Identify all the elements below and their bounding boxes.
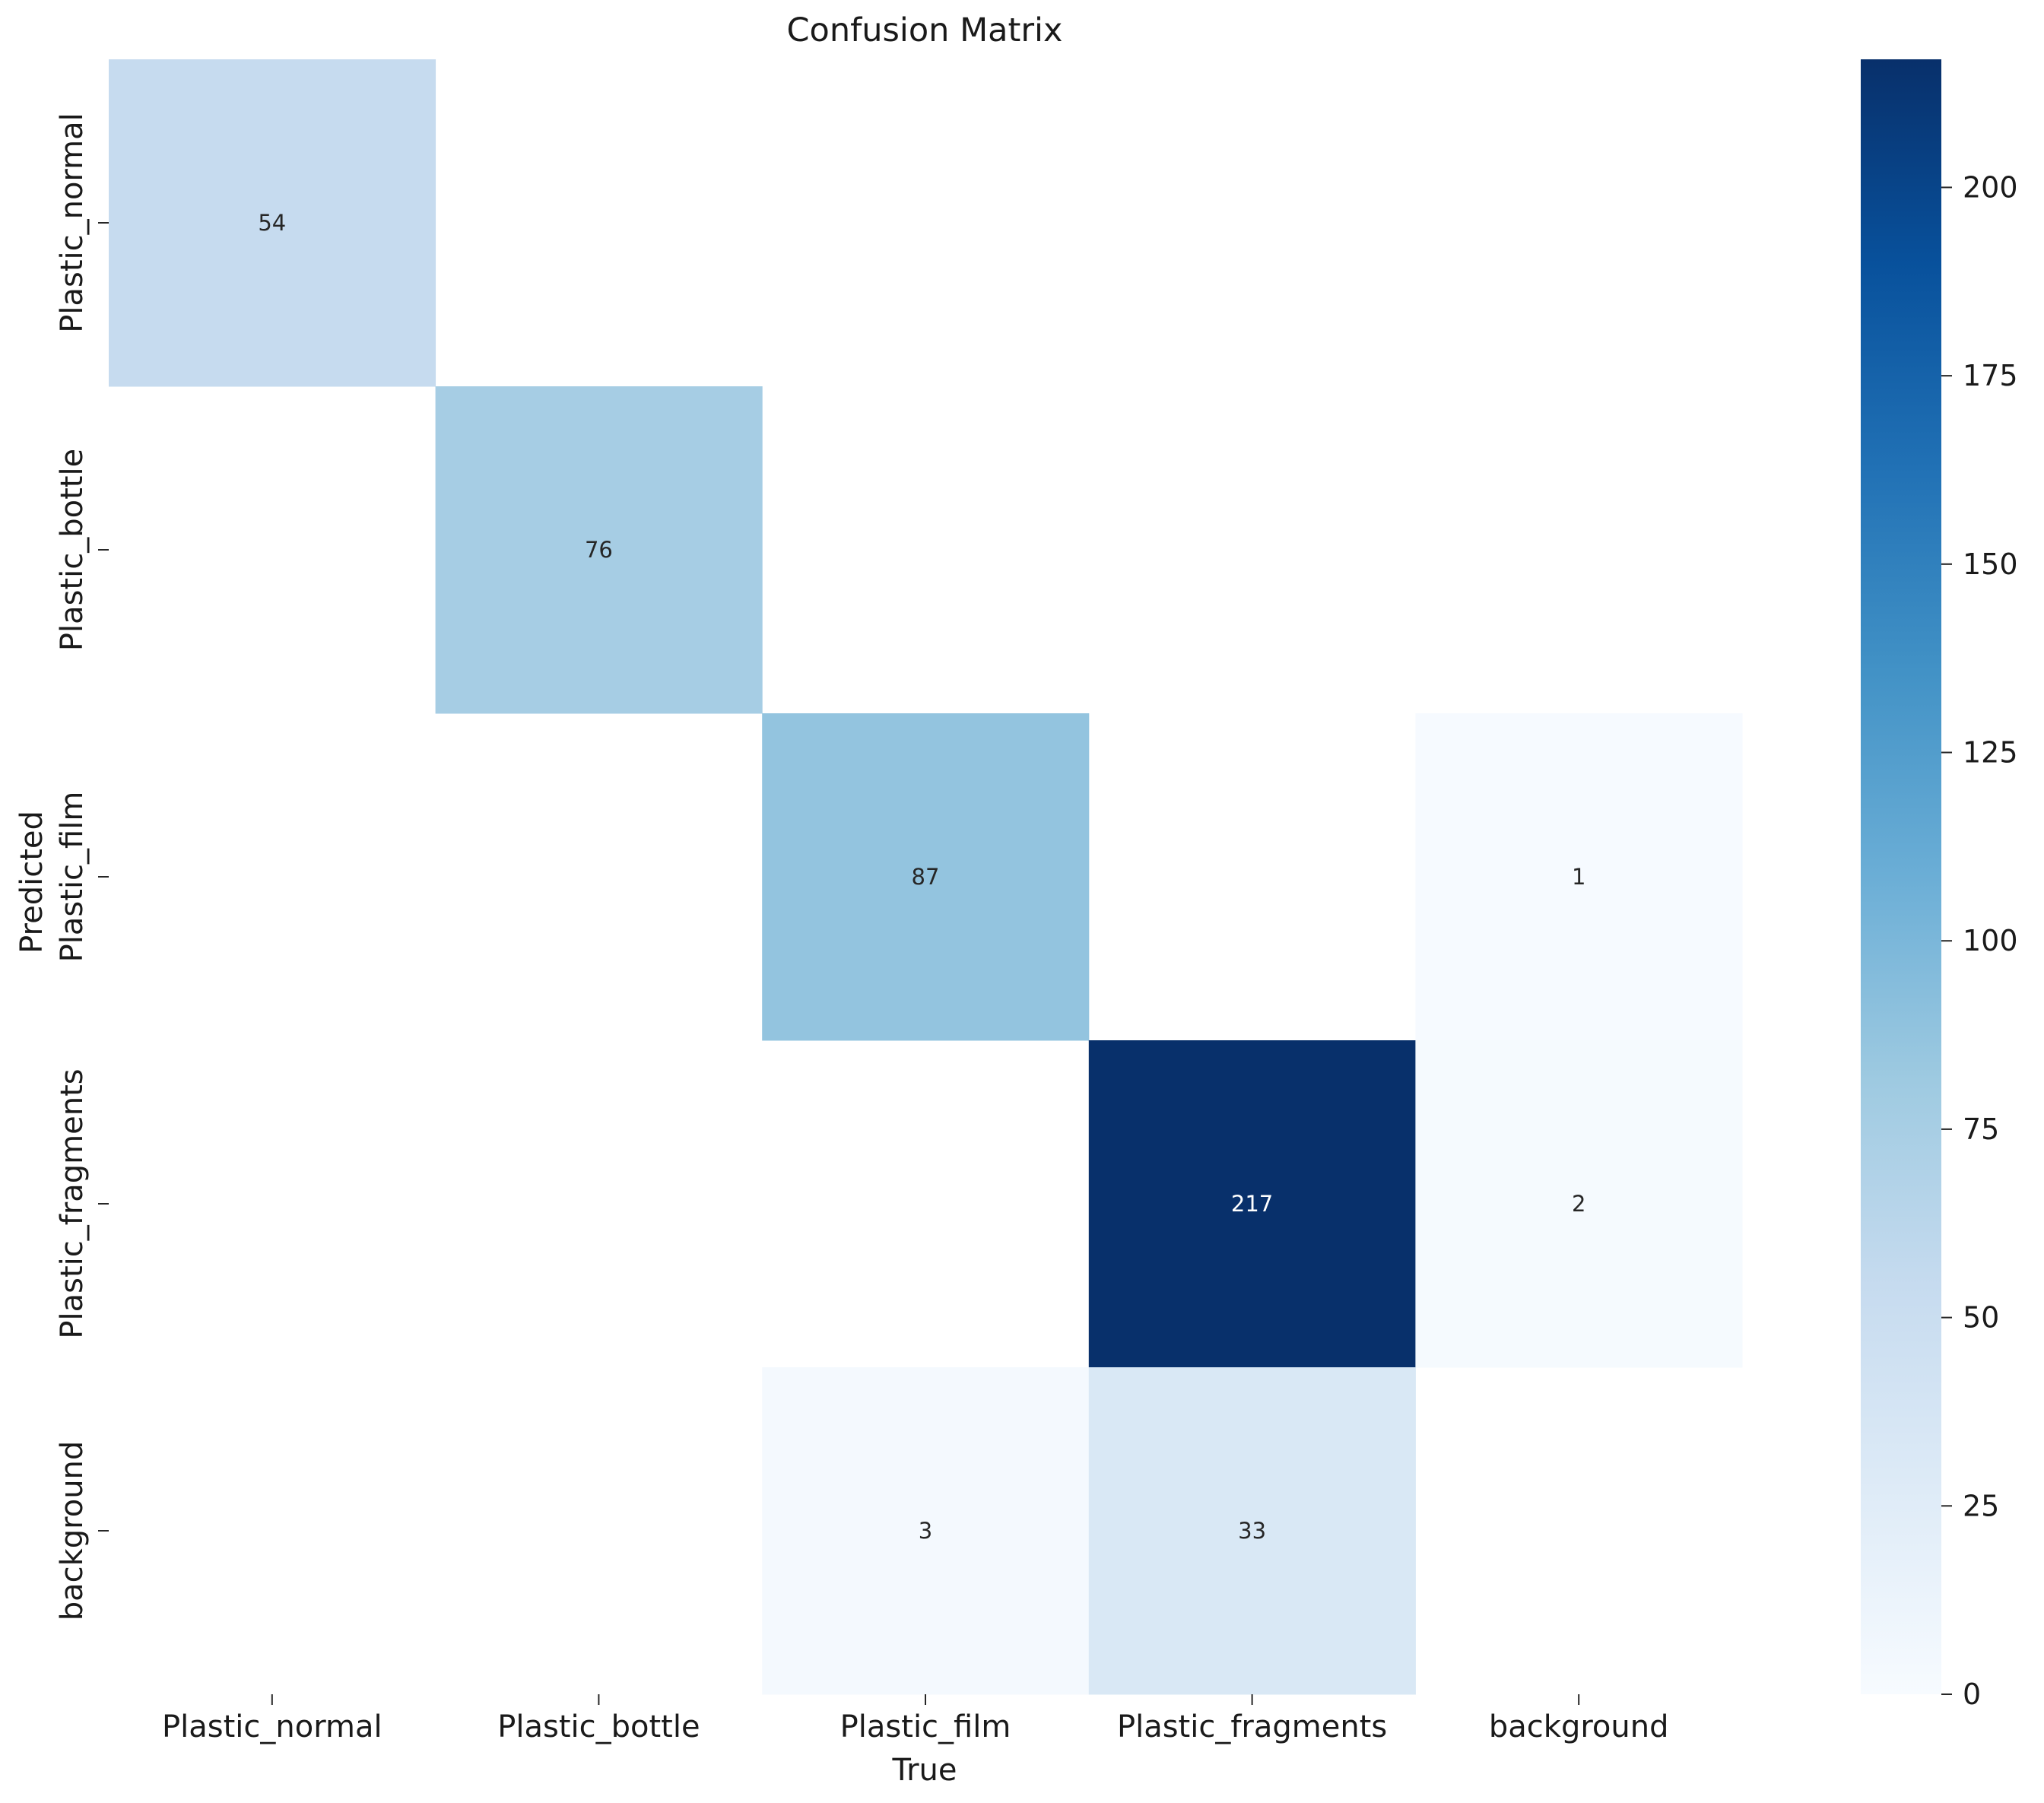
heatmap-cell-plastic-fragments-plastic-fragments — [1088, 1040, 1416, 1368]
cell-value-plastic-normal-plastic-normal: 54 — [258, 210, 286, 236]
y-tick-label-plastic-film: Plastic_film — [55, 792, 90, 963]
cell-value-plastic-fragments-background: 2 — [1572, 1191, 1585, 1217]
y-axis-label: Predicted — [14, 811, 49, 954]
cell-value-plastic-fragments-plastic-fragments: 217 — [1231, 1191, 1273, 1217]
x-tick-label-background: background — [1489, 1709, 1669, 1744]
colorbar-tick-label-125: 125 — [1963, 736, 2018, 770]
x-axis-ticks: Plastic_normal Plastic_bottle Plastic_film… — [162, 1694, 1668, 1744]
colorbar-tick-label-0: 0 — [1963, 1678, 1981, 1711]
y-tick-label-plastic-bottle: Plastic_bottle — [55, 449, 90, 651]
x-tick-label-plastic-film: Plastic_film — [840, 1709, 1011, 1744]
x-axis-label: True — [892, 1753, 957, 1788]
heatmap-cells — [109, 59, 1743, 1695]
colorbar-tick-label-200: 200 — [1963, 170, 2018, 204]
x-tick-label-plastic-fragments: Plastic_fragments — [1117, 1709, 1387, 1744]
colorbar-tick-label-75: 75 — [1963, 1113, 1999, 1146]
y-tick-label-plastic-fragments: Plastic_fragments — [55, 1068, 90, 1338]
cell-value-plastic-film-background: 1 — [1572, 864, 1585, 890]
colorbar-tick-label-50: 50 — [1963, 1301, 1999, 1335]
x-tick-label-plastic-bottle: Plastic_bottle — [497, 1709, 700, 1744]
y-axis-ticks: Plastic_normal Plastic_bottle Plastic_film… — [55, 113, 109, 1620]
heatmap-cell-plastic-film-plastic-film — [762, 713, 1090, 1041]
cell-value-background-plastic-film: 3 — [919, 1518, 932, 1544]
y-tick-label-plastic-normal: Plastic_normal — [55, 113, 90, 333]
heatmap-cell-plastic-normal-plastic-normal — [109, 59, 436, 387]
heatmap-cell-plastic-film-background — [1415, 713, 1743, 1041]
x-tick-label-plastic-normal: Plastic_normal — [162, 1709, 382, 1744]
colorbar-ticks: 0 25 50 75 100 125 150 175 200 — [1941, 170, 2018, 1711]
colorbar-tick-label-100: 100 — [1963, 924, 2018, 957]
heatmap-cell-plastic-bottle-plastic-bottle — [435, 386, 763, 714]
colorbar — [1861, 59, 1941, 1694]
cell-value-plastic-film-plastic-film: 87 — [912, 864, 940, 890]
heatmap-cell-plastic-fragments-background — [1415, 1040, 1743, 1368]
colorbar-tick-label-25: 25 — [1963, 1489, 1999, 1522]
colorbar-tick-label-150: 150 — [1963, 548, 2018, 581]
y-tick-label-background: background — [55, 1441, 90, 1621]
cell-value-background-plastic-fragments: 33 — [1238, 1518, 1266, 1544]
cell-value-plastic-bottle-plastic-bottle: 76 — [585, 537, 613, 563]
heatmap-cell-background-plastic-film — [762, 1367, 1090, 1695]
colorbar-tick-label-175: 175 — [1963, 359, 2018, 392]
chart-title: Confusion Matrix — [787, 11, 1063, 49]
heatmap-cell-background-plastic-fragments — [1088, 1367, 1416, 1695]
